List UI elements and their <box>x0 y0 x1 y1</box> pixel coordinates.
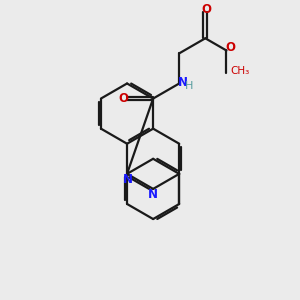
Text: CH₃: CH₃ <box>231 66 250 76</box>
Text: H: H <box>185 81 194 91</box>
Text: N: N <box>148 188 158 201</box>
Text: O: O <box>225 40 235 53</box>
Text: N: N <box>123 173 133 186</box>
Text: O: O <box>118 92 128 105</box>
Text: O: O <box>202 2 212 16</box>
Text: N: N <box>178 76 188 89</box>
